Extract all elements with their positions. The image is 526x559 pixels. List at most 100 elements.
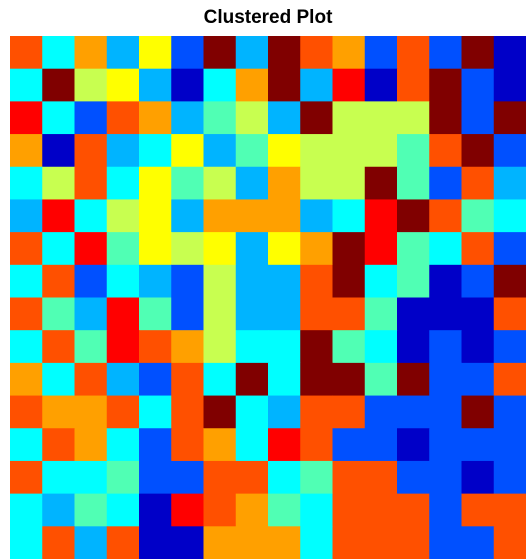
cell <box>10 461 43 494</box>
cell <box>333 494 366 527</box>
cell <box>236 69 269 102</box>
cell <box>75 461 108 494</box>
cell <box>107 36 140 69</box>
cell <box>107 396 140 429</box>
cell <box>171 69 204 102</box>
cell <box>300 69 333 102</box>
cell <box>204 494 237 527</box>
cell <box>429 428 462 461</box>
cell <box>494 363 526 396</box>
cell <box>333 461 366 494</box>
cell <box>75 330 108 363</box>
cell <box>204 265 237 298</box>
cell <box>268 265 301 298</box>
cell <box>42 199 75 232</box>
cell <box>107 526 140 559</box>
cell <box>10 232 43 265</box>
cell <box>365 167 398 200</box>
cell <box>10 36 43 69</box>
cell <box>171 526 204 559</box>
cell <box>139 428 172 461</box>
cell <box>10 265 43 298</box>
cell <box>139 232 172 265</box>
cell <box>462 494 495 527</box>
cell <box>397 494 430 527</box>
cell <box>75 396 108 429</box>
cell <box>268 494 301 527</box>
cell <box>75 69 108 102</box>
cell <box>236 167 269 200</box>
cell <box>333 134 366 167</box>
cell <box>300 167 333 200</box>
cell <box>462 428 495 461</box>
cell <box>397 265 430 298</box>
cell <box>204 232 237 265</box>
cell <box>429 461 462 494</box>
cell <box>107 167 140 200</box>
cell <box>107 363 140 396</box>
cell <box>333 428 366 461</box>
cell <box>42 330 75 363</box>
cell <box>42 526 75 559</box>
cell <box>204 134 237 167</box>
cell <box>429 265 462 298</box>
cell <box>107 428 140 461</box>
cell <box>204 428 237 461</box>
cell <box>365 363 398 396</box>
cell <box>107 461 140 494</box>
cell <box>42 167 75 200</box>
cell <box>75 101 108 134</box>
cell <box>397 232 430 265</box>
cell <box>107 298 140 331</box>
cell <box>333 232 366 265</box>
cell <box>42 36 75 69</box>
cell <box>397 461 430 494</box>
cell <box>268 330 301 363</box>
cell <box>139 101 172 134</box>
cell <box>333 526 366 559</box>
cell <box>139 199 172 232</box>
cell <box>42 101 75 134</box>
cell <box>236 363 269 396</box>
cell <box>204 199 237 232</box>
cell <box>462 199 495 232</box>
cell <box>365 36 398 69</box>
cell <box>268 526 301 559</box>
cell <box>494 232 526 265</box>
cell <box>171 330 204 363</box>
cell <box>236 199 269 232</box>
cell <box>236 461 269 494</box>
cell <box>171 134 204 167</box>
cell <box>236 396 269 429</box>
cell <box>300 494 333 527</box>
cell <box>268 298 301 331</box>
cell <box>204 298 237 331</box>
cell <box>494 494 526 527</box>
cell <box>365 101 398 134</box>
cell <box>300 265 333 298</box>
cell <box>397 330 430 363</box>
cell <box>268 232 301 265</box>
cell <box>10 526 43 559</box>
cell <box>139 36 172 69</box>
cell <box>333 298 366 331</box>
cell <box>397 526 430 559</box>
cell <box>268 199 301 232</box>
cell <box>107 330 140 363</box>
cell <box>462 298 495 331</box>
cell <box>75 134 108 167</box>
cell <box>268 428 301 461</box>
cell <box>236 494 269 527</box>
cell <box>10 363 43 396</box>
cell <box>462 134 495 167</box>
cell <box>300 36 333 69</box>
cell <box>300 461 333 494</box>
cell <box>397 428 430 461</box>
cell <box>462 526 495 559</box>
cell <box>300 396 333 429</box>
cell <box>139 461 172 494</box>
cell <box>462 69 495 102</box>
cell <box>268 69 301 102</box>
cell <box>268 396 301 429</box>
cell <box>204 36 237 69</box>
